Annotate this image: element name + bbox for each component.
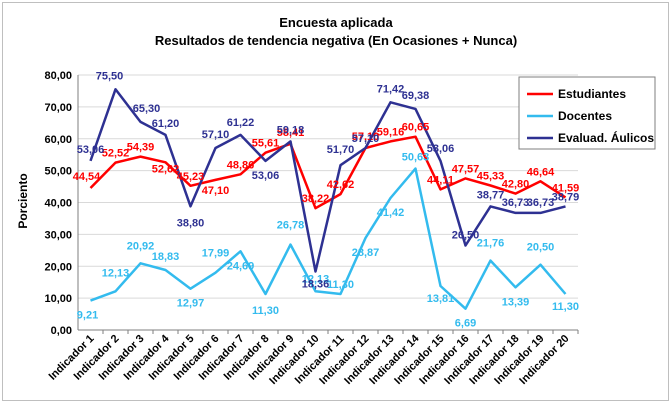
data-label: 38,77	[477, 189, 505, 201]
y-tick-label: 70,00	[44, 102, 72, 114]
data-label: 11,30	[252, 305, 279, 317]
data-label: 60,65	[402, 122, 430, 134]
data-label: 20,92	[127, 240, 155, 252]
data-label: 9,21	[77, 310, 98, 322]
data-label: 69,38	[402, 90, 430, 102]
gridlines	[77, 74, 578, 331]
data-label: 52,62	[152, 163, 180, 175]
legend-label: Docentes	[558, 109, 612, 123]
data-label: 38,22	[302, 193, 330, 205]
data-label: 57,10	[202, 129, 230, 141]
legend: Estudiantes Docentes Evaluad. Áulicos	[518, 76, 656, 150]
data-label: 28,87	[352, 247, 380, 259]
data-label: 36,73	[502, 197, 530, 209]
y-tick-label: 80,00	[44, 70, 72, 82]
data-label: 59,16	[377, 126, 405, 138]
y-tick-label: 50,00	[44, 166, 72, 178]
data-label: 13,39	[502, 296, 530, 308]
data-label: 20,50	[527, 242, 555, 254]
data-label: 42,62	[327, 179, 355, 191]
data-label: 38,79	[552, 191, 580, 203]
y-tick-label: 40,00	[44, 198, 72, 210]
data-label: 57,10	[352, 133, 380, 145]
data-label: 54,39	[127, 142, 155, 154]
y-tick-label: 30,00	[44, 229, 72, 241]
data-label: 26,50	[452, 230, 480, 242]
data-label: 41,42	[377, 207, 405, 219]
data-label: 13,81	[427, 293, 455, 305]
series-lines	[89, 88, 567, 310]
chart-title: Encuesta aplicada	[279, 15, 393, 30]
data-label: 53,06	[427, 143, 455, 155]
data-label: 71,42	[377, 83, 405, 95]
y-axis-title: Porciento	[16, 173, 30, 228]
data-label: 12,97	[177, 298, 205, 310]
data-label: 58,41	[277, 127, 305, 139]
data-label: 57,10	[352, 131, 380, 143]
data-label: 42,80	[502, 179, 530, 191]
data-label: 61,22	[227, 117, 255, 129]
data-label: 12,13	[102, 267, 130, 279]
series-line	[89, 88, 566, 273]
data-label: 53,06	[252, 170, 280, 182]
data-label: 45,33	[477, 171, 505, 183]
data-label: 51,70	[327, 144, 355, 156]
data-label: 18,83	[152, 251, 180, 263]
data-label: 24,69	[227, 260, 255, 272]
data-label: 41,59	[552, 182, 580, 194]
y-tick-label: 10,00	[44, 293, 72, 305]
data-label: 6,69	[455, 318, 476, 330]
data-label: 47,57	[452, 163, 480, 175]
y-tick-label: 20,00	[44, 261, 72, 273]
data-label: 48,86	[227, 159, 255, 171]
series-line	[90, 167, 567, 310]
data-label: 46,64	[527, 166, 555, 178]
series-line	[89, 135, 567, 210]
data-label: 47,10	[202, 185, 230, 197]
data-label: 44,54	[73, 171, 101, 183]
data-label: 12,13	[302, 273, 330, 285]
chart-subtitle: Resultados de tendencia negativa (En Oca…	[155, 33, 517, 48]
data-label: 65,30	[133, 103, 161, 115]
data-label: 26,78	[277, 220, 305, 232]
data-label: 38,80	[177, 217, 205, 229]
data-label: 11,30	[327, 279, 354, 291]
y-tick-labels: 0,00 10,00 20,00 30,00 40,00 50,00 60,00 70,00 8…	[44, 70, 72, 337]
data-label: 45,23	[177, 171, 205, 183]
data-label: 61,20	[152, 118, 180, 130]
y-tick-label: 60,00	[44, 134, 72, 146]
data-label: 59,18	[277, 124, 305, 136]
data-label: 21,76	[477, 238, 505, 250]
data-label: 11,30	[552, 301, 579, 313]
data-label: 36,73	[527, 197, 555, 209]
data-label: 18,36	[302, 278, 330, 290]
data-label: 44,11	[427, 174, 454, 186]
data-label: 52,52	[102, 148, 130, 160]
legend-label: Estudiantes	[558, 87, 626, 101]
data-label: 55,61	[252, 138, 280, 150]
y-tick-label: 0,00	[51, 325, 72, 337]
legend-label: Evaluad. Áulicos	[558, 130, 654, 145]
data-label: 75,50	[96, 70, 124, 82]
data-label: 53,06	[77, 144, 105, 156]
data-label: 17,99	[202, 248, 230, 260]
data-label: 50,63	[402, 152, 430, 164]
